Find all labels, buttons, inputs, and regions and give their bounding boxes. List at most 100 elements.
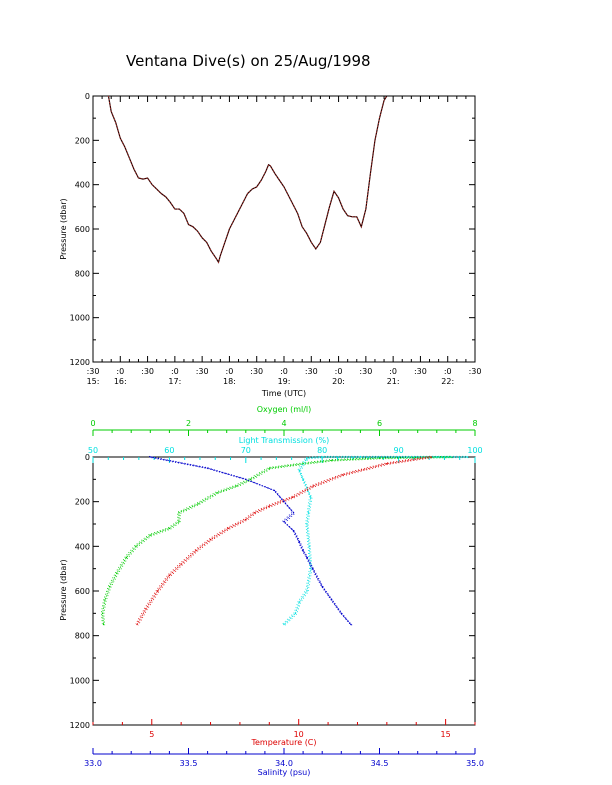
x-tick-label: :0: [389, 367, 397, 376]
x-tick-label: :30: [305, 367, 318, 376]
salinity-point: [340, 612, 342, 615]
salinity-point: [298, 541, 300, 543]
x-tick-label: :30: [87, 367, 100, 376]
depth-trace-dots: [108, 95, 388, 264]
x-tick-label: :30: [469, 367, 482, 376]
y-tick-label: 400: [75, 181, 90, 190]
salinity-point: [321, 585, 323, 588]
top-plot-frame: [92, 95, 476, 363]
x-tick-label: :30: [359, 367, 372, 376]
bottom-plot-frame: [92, 456, 476, 726]
light_transmission-point: [306, 523, 308, 525]
temperature-point: [168, 574, 171, 577]
x-tick-label: :0: [444, 367, 452, 376]
temperature-point: [386, 463, 388, 465]
salinity-profile: [150, 456, 352, 625]
light_transmission-profile: [282, 455, 467, 625]
salinity-point: [302, 550, 304, 552]
salinity-profile: [151, 457, 353, 626]
y-tick-label: 800: [75, 269, 90, 278]
temperature-point: [245, 518, 247, 521]
x-tick-label: :30: [196, 367, 209, 376]
temperature-point: [227, 527, 229, 530]
x-tick-label: :0: [226, 367, 234, 376]
oxygen-point: [178, 512, 180, 514]
y-tick-label: 600: [75, 225, 90, 234]
oxygen-point: [302, 463, 304, 465]
oxygen-point: [168, 527, 171, 530]
y-axis-title: Pressure (dbar): [59, 198, 68, 259]
top-plot: 020040060080010001200:3015::016::30:017:…: [59, 92, 481, 398]
light_transmission-point: [321, 456, 323, 458]
x-tick-label: 2: [186, 419, 191, 428]
light_transmission-profile: [283, 456, 468, 625]
y-tick-label: 1200: [70, 721, 90, 730]
light_transmission-point: [306, 457, 308, 459]
light_transmission-point: [310, 567, 312, 570]
temperature-point: [195, 550, 197, 552]
x-tick-label: :0: [116, 367, 124, 376]
x-tick-label: 4: [281, 419, 286, 428]
x-tick-label: :30: [141, 367, 154, 376]
salinity-point: [292, 512, 295, 514]
temperature-profile: [137, 457, 433, 626]
x-tick-label: 5: [149, 730, 154, 739]
temperature-point: [253, 512, 256, 514]
x-tick-label: 10: [294, 730, 304, 739]
oxygen-point: [116, 572, 118, 574]
x-axis-title: Light Transmission (%): [239, 436, 330, 445]
y-axis-title: Pressure (dbar): [59, 559, 68, 620]
temperature-point: [312, 485, 315, 487]
oxygen-point: [378, 457, 381, 459]
x-tick-label: 0: [90, 419, 95, 428]
oxygen-profile: [102, 456, 452, 625]
x-tick-label: 60: [164, 446, 174, 455]
x-axis-title: Salinity (psu): [258, 768, 311, 777]
y-tick-label: 1200: [70, 358, 90, 367]
salinity-point: [350, 623, 352, 626]
x-tick-label: :0: [335, 367, 343, 376]
light_transmission-point: [308, 545, 310, 548]
page-title: Ventana Dive(s) on 25/Aug/1998: [126, 52, 371, 70]
light_transmission-point: [359, 456, 362, 458]
light_transmission-point: [466, 456, 469, 458]
x-tick-label: 100: [467, 446, 482, 455]
x-tick-label: 70: [241, 446, 251, 455]
x-axis-title: Time (UTC): [261, 389, 306, 398]
oxygen-point: [104, 599, 106, 601]
light_transmission-point: [298, 601, 300, 603]
oxygen-point: [178, 521, 180, 523]
x-tick-label-hour: 22:: [441, 377, 454, 386]
salinity-point: [283, 521, 285, 523]
temperature-point: [430, 456, 432, 458]
oxygen-point: [125, 556, 128, 559]
x-axis-title: Temperature (C): [250, 738, 316, 747]
y-tick-label: 800: [75, 632, 90, 641]
salinity-point: [149, 456, 151, 458]
x-tick-label: :30: [414, 367, 427, 376]
salinity-point: [245, 478, 247, 481]
light_transmission-point: [283, 623, 285, 626]
temperature-point: [156, 590, 159, 592]
light_transmission-point: [397, 456, 400, 458]
temperature-point: [268, 505, 271, 507]
x-tick-label: :0: [280, 367, 288, 376]
temperature-point: [180, 563, 182, 565]
light_transmission-point: [294, 612, 297, 615]
salinity-point: [273, 489, 276, 492]
oxygen-point: [268, 467, 271, 469]
temperature-point: [136, 623, 138, 626]
x-tick-label-hour: 17:: [168, 377, 181, 386]
x-tick-label-hour: 20:: [332, 377, 345, 386]
oxygen-point: [235, 485, 237, 487]
salinity-point: [206, 467, 209, 469]
x-tick-label: 34.0: [275, 759, 293, 768]
salinity-point: [292, 530, 295, 532]
temperature-point: [145, 608, 147, 610]
y-tick-label: 1000: [70, 314, 90, 323]
salinity-point: [331, 599, 333, 601]
y-tick-label: 0: [85, 453, 90, 462]
x-tick-label: :30: [250, 367, 263, 376]
y-tick-label: 0: [85, 92, 90, 101]
